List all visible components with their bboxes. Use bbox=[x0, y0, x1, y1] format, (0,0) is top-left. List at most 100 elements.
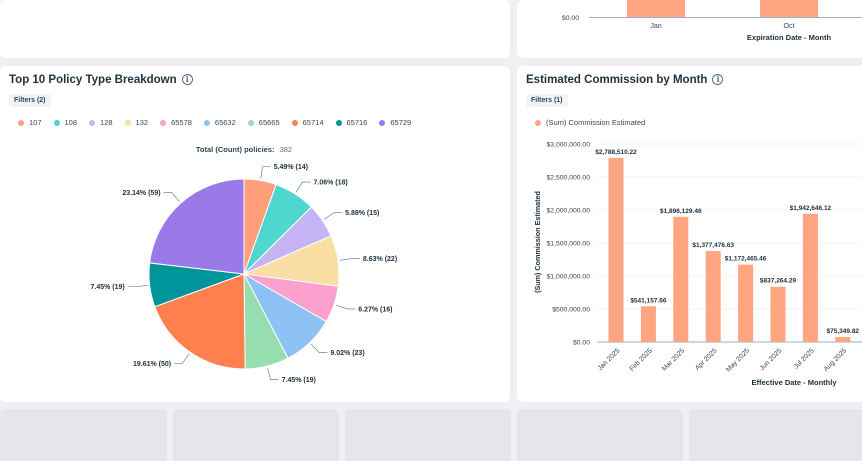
legend-swatch bbox=[291, 119, 298, 126]
legend-label: 65714 bbox=[302, 118, 324, 127]
bar-value-label: $1,942,646.12 bbox=[790, 205, 832, 212]
x-tick-label: May 2025 bbox=[725, 347, 751, 373]
pie-slice-65729[interactable] bbox=[149, 178, 245, 275]
x-axis-label: Expiration Date - Month bbox=[747, 33, 832, 42]
leader-line bbox=[324, 212, 343, 220]
x-tick-label: Feb 2025 bbox=[629, 347, 654, 372]
loading-placeholder bbox=[345, 409, 511, 461]
legend-label: (Sum) Commission Estimated bbox=[546, 118, 646, 127]
legend-item[interactable]: 65729 bbox=[379, 118, 411, 127]
x-tick-label: Aug 2025 bbox=[823, 347, 849, 373]
bar-value-label: $75,349.82 bbox=[827, 328, 860, 335]
y-axis-title: (Sum) Commission Estimated bbox=[533, 191, 542, 293]
legend-swatch bbox=[89, 119, 96, 126]
legend-swatch bbox=[379, 119, 386, 126]
legend-item[interactable]: 108 bbox=[53, 118, 77, 127]
info-icon[interactable]: i bbox=[712, 74, 724, 85]
info-icon[interactable]: i bbox=[181, 74, 193, 85]
bar-may-2025[interactable] bbox=[738, 264, 754, 342]
x-tick-label: Apr 2025 bbox=[694, 347, 719, 372]
legend-item[interactable]: 65716 bbox=[335, 118, 368, 127]
legend-label: 65729 bbox=[390, 118, 412, 127]
legend-item[interactable]: 128 bbox=[89, 118, 113, 127]
y-tick-label: $1,500,000.00 bbox=[547, 241, 591, 248]
top-right-card: $0.00 Jan Oct Expiration Date - Month bbox=[517, 0, 862, 58]
filters-button[interactable]: Filters (2) bbox=[9, 94, 51, 107]
bar-value-label: $541,157.66 bbox=[630, 297, 667, 304]
leader-line bbox=[339, 258, 360, 261]
legend-swatch bbox=[203, 119, 210, 126]
pie-chart: Total (Count) policies: 382 5.49% (14) 7.… bbox=[90, 145, 397, 384]
legend-item[interactable]: 132 bbox=[124, 118, 149, 127]
legend-item[interactable]: 65632 bbox=[203, 118, 236, 127]
legend-item[interactable]: 107 bbox=[18, 118, 42, 127]
bar-value-label: $1,896,129.46 bbox=[660, 208, 702, 215]
y-tick-label: $0.00 bbox=[573, 340, 590, 347]
filters-button[interactable]: Filters (1) bbox=[526, 94, 568, 107]
legend-swatch bbox=[535, 119, 541, 126]
bar-oct[interactable] bbox=[760, 0, 818, 17]
bar-feb-2025[interactable] bbox=[640, 306, 656, 342]
legend-item[interactable]: 65714 bbox=[291, 118, 324, 127]
pie-data-label: 23.14% (59) bbox=[122, 190, 160, 197]
top-left-card bbox=[0, 0, 510, 58]
bar-apr-2025[interactable] bbox=[705, 251, 721, 342]
bar-mar-2025[interactable] bbox=[673, 216, 689, 342]
card-title: Estimated Commission by Month i bbox=[526, 74, 724, 86]
loading-placeholder bbox=[0, 409, 167, 461]
pie-data-label: 6.27% (16) bbox=[358, 306, 392, 313]
legend-label: 128 bbox=[100, 118, 113, 127]
legend-label: 107 bbox=[29, 118, 42, 127]
legend-item[interactable]: 65665 bbox=[247, 118, 280, 127]
legend-item[interactable]: (Sum) Commission Estimated bbox=[535, 118, 645, 127]
legend-label: 65716 bbox=[346, 118, 368, 127]
bar-jun-2025[interactable] bbox=[770, 286, 786, 342]
card-title-text: Estimated Commission by Month bbox=[526, 74, 708, 86]
pie-data-label: 19.61% (50) bbox=[133, 361, 171, 368]
pie-data-label: 5.88% (15) bbox=[345, 210, 379, 217]
bar-value-label: $837,264.29 bbox=[760, 278, 797, 285]
legend-label: 65665 bbox=[258, 118, 280, 127]
legend-swatch bbox=[53, 119, 60, 126]
pie-data-label: 7.45% (19) bbox=[90, 284, 124, 291]
x-tick-jan: Jan bbox=[650, 23, 661, 30]
legend-swatch bbox=[247, 119, 254, 126]
legend-swatch bbox=[160, 119, 167, 126]
pie-data-label: 8.63% (22) bbox=[363, 256, 397, 263]
bar-jul-2025[interactable] bbox=[802, 213, 818, 342]
expiration-chart: $0.00 Jan Oct Expiration Date - Month bbox=[562, 0, 862, 42]
leader-line bbox=[295, 181, 311, 193]
loading-placeholder bbox=[517, 409, 683, 461]
loading-placeholder bbox=[689, 409, 862, 461]
legend-label: 65578 bbox=[171, 118, 192, 127]
bar-value-label: $1,172,465.46 bbox=[725, 256, 767, 263]
x-tick-label: Jul 2025 bbox=[793, 347, 816, 370]
policy-type-card: Top 10 Policy Type Breakdown i Filters (2… bbox=[0, 66, 510, 402]
leader-line bbox=[163, 192, 180, 202]
commission-bar-chart: (Sum) Commission Estimated Effective Dat… bbox=[533, 142, 862, 387]
pie-data-label: 7.06% (18) bbox=[314, 180, 348, 187]
bar-aug-2025[interactable] bbox=[835, 337, 851, 342]
leader-line bbox=[174, 353, 190, 365]
bar-jan[interactable] bbox=[627, 0, 685, 17]
legend-label: 132 bbox=[135, 118, 149, 127]
legend-swatch bbox=[124, 119, 131, 126]
card-title-text: Top 10 Policy Type Breakdown bbox=[9, 74, 177, 86]
y-tick-zero: $0.00 bbox=[562, 15, 579, 22]
pie-slice-65714[interactable] bbox=[154, 273, 246, 370]
bar-legend: (Sum) Commission Estimated bbox=[535, 118, 657, 127]
commission-card: Estimated Commission by Month i Filters (… bbox=[517, 66, 862, 402]
x-tick-label: Jun 2025 bbox=[759, 347, 784, 372]
pie-data-label: 7.45% (19) bbox=[282, 377, 316, 384]
leader-line bbox=[310, 343, 328, 354]
pie-legend: 107 108 128 132 65578 65632 65665 65714 65716 657… bbox=[18, 118, 423, 127]
y-tick-label: $2,500,000.00 bbox=[547, 175, 591, 182]
x-tick-oct: Oct bbox=[784, 23, 795, 30]
bar-jan-2025[interactable] bbox=[608, 157, 624, 342]
legend-item[interactable]: 65578 bbox=[160, 118, 192, 127]
leader-line bbox=[335, 304, 356, 310]
bar-value-label: $2,788,510.22 bbox=[595, 149, 637, 156]
bar-value-label: $1,377,476.63 bbox=[692, 242, 734, 249]
legend-label: 65632 bbox=[214, 118, 236, 127]
x-tick-label: Mar 2025 bbox=[661, 347, 686, 372]
